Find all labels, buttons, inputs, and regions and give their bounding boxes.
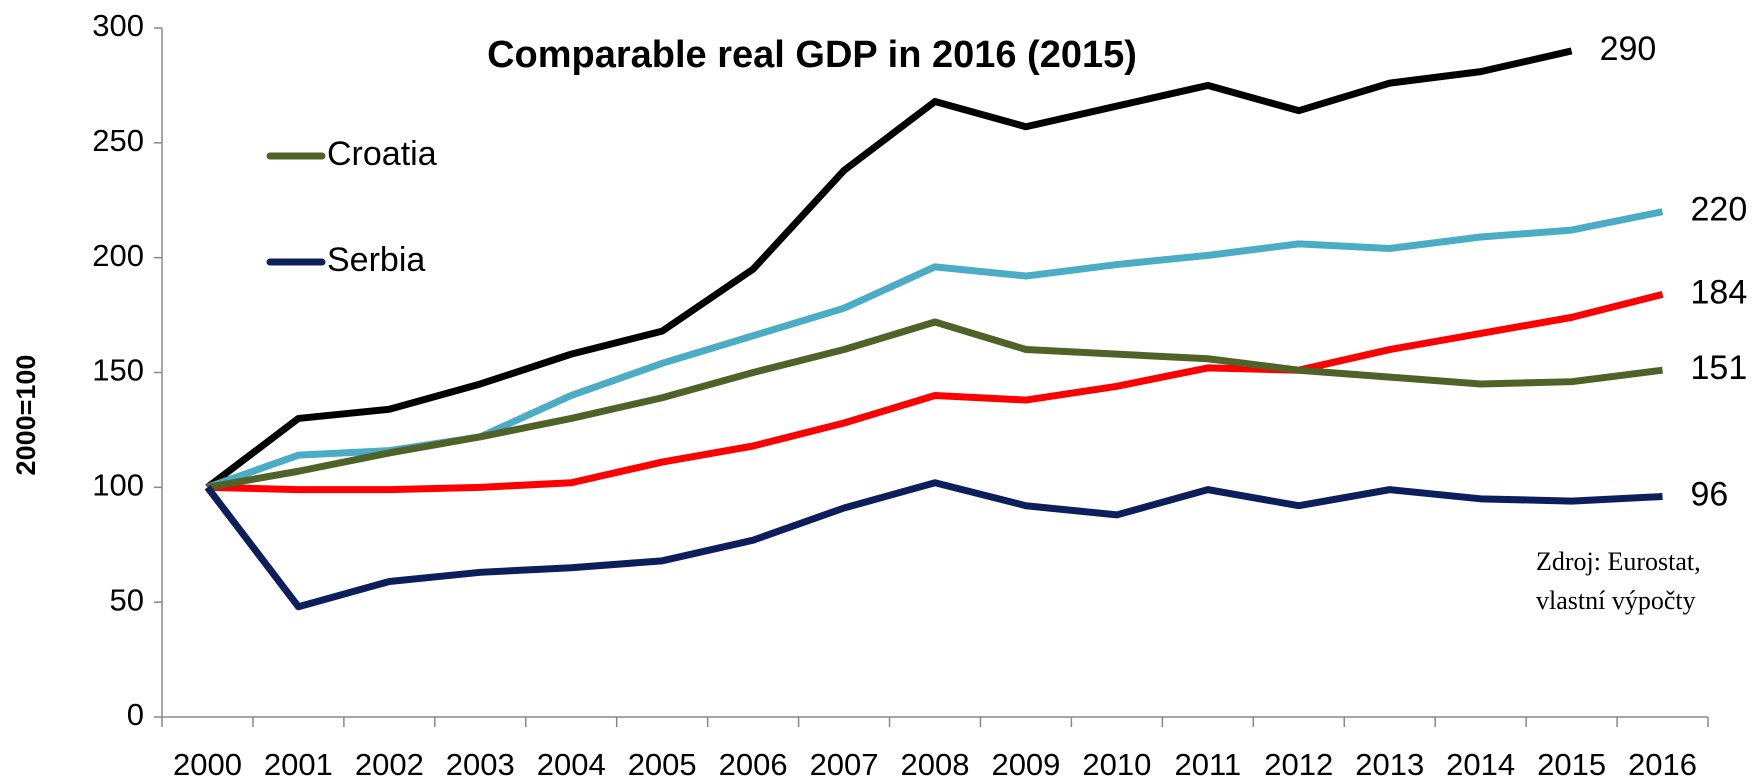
x-tick-label: 2006 — [719, 747, 788, 781]
x-tick-label: 2003 — [446, 747, 515, 781]
value-label: 151 — [1691, 349, 1748, 387]
x-tick-label: 2010 — [1082, 747, 1151, 781]
x-tick-label: 2013 — [1355, 747, 1424, 781]
y-tick-label: 100 — [92, 468, 144, 503]
series-line — [206, 318, 1663, 491]
y-tick-label: 250 — [92, 123, 144, 158]
y-tick-label: 200 — [92, 238, 144, 273]
y-tick-label: 300 — [92, 8, 144, 43]
legend-label: Serbia — [327, 241, 425, 279]
annotation: vlastní výpočty — [1536, 586, 1696, 615]
x-tick-label: 2014 — [1446, 747, 1515, 781]
y-tick-label: 150 — [92, 353, 144, 388]
value-label: 220 — [1691, 191, 1748, 229]
x-tick-label: 2008 — [901, 747, 970, 781]
y-axis-label: 2000=100 — [11, 355, 41, 476]
x-tick-label: 2005 — [628, 747, 697, 781]
series-line — [207, 291, 1664, 494]
x-tick-label: 2007 — [810, 747, 879, 781]
y-tick-label: 50 — [110, 582, 144, 617]
x-tick-label: 2001 — [264, 747, 333, 781]
y-tick-label: 0 — [127, 697, 144, 732]
value-label: 184 — [1691, 273, 1748, 311]
x-tick-label: 2000 — [173, 747, 242, 781]
series-line — [205, 47, 1573, 491]
annotation: Zdroj: Eurostat, — [1536, 547, 1701, 576]
value-label: 290 — [1600, 30, 1657, 68]
x-tick-label: 2012 — [1264, 747, 1333, 781]
chart-title: Comparable real GDP in 2016 (2015) — [487, 34, 1137, 76]
x-tick-label: 2009 — [991, 747, 1060, 781]
series-line — [204, 479, 1663, 611]
x-tick-label: 2004 — [537, 747, 606, 781]
x-tick-label: 2016 — [1628, 747, 1697, 781]
legend-label: Croatia — [327, 135, 437, 173]
x-tick-label: 2002 — [355, 747, 424, 781]
x-tick-label: 2015 — [1537, 747, 1606, 781]
value-label: 96 — [1691, 476, 1729, 514]
x-tick-label: 2011 — [1174, 747, 1241, 781]
